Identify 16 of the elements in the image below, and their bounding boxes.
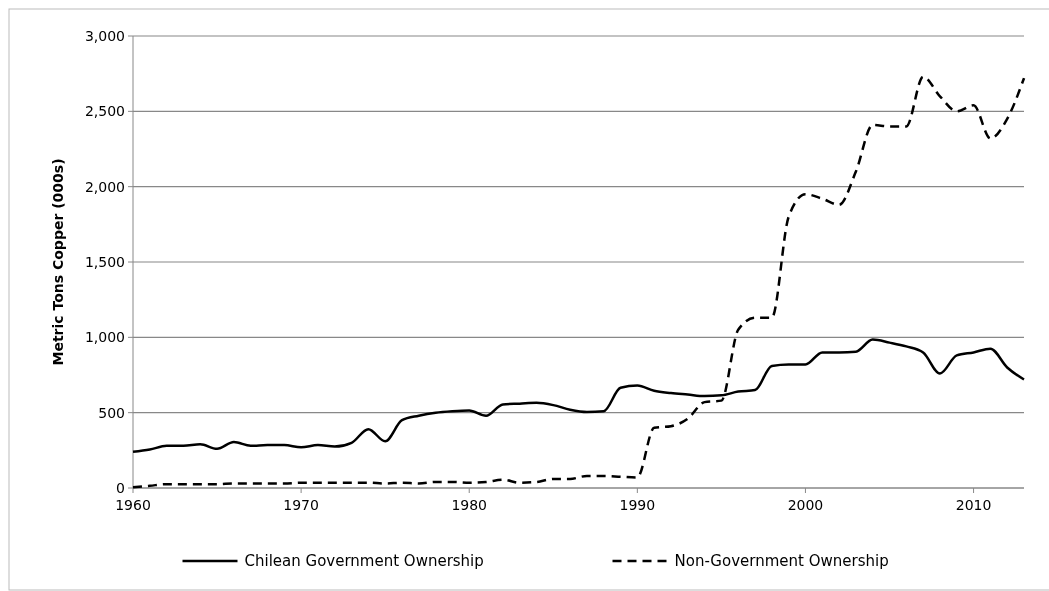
legend-label: Non-Government Ownership (674, 552, 889, 571)
y-tick-label: 500 (98, 404, 125, 421)
legend-label: Chilean Government Ownership (244, 552, 484, 571)
y-tick-label: 3,000 (84, 27, 125, 44)
x-tick-label: 2000 (787, 497, 824, 513)
y-tick-label: 2,000 (84, 178, 125, 195)
x-tick-label: 2010 (955, 497, 992, 513)
y-tick-label: 2,500 (84, 103, 125, 120)
y-tick-label: 0 (116, 479, 125, 496)
x-tick-label: 1990 (619, 497, 656, 513)
x-tick-label: 1970 (283, 497, 319, 513)
x-tick-label: 1980 (451, 497, 488, 513)
y-tick-label: 1,000 (84, 329, 125, 346)
y-axis-title: Metric Tons Copper (000s) (50, 158, 66, 366)
y-tick-label: 1,500 (84, 253, 125, 270)
x-tick-label: 1960 (115, 497, 151, 513)
